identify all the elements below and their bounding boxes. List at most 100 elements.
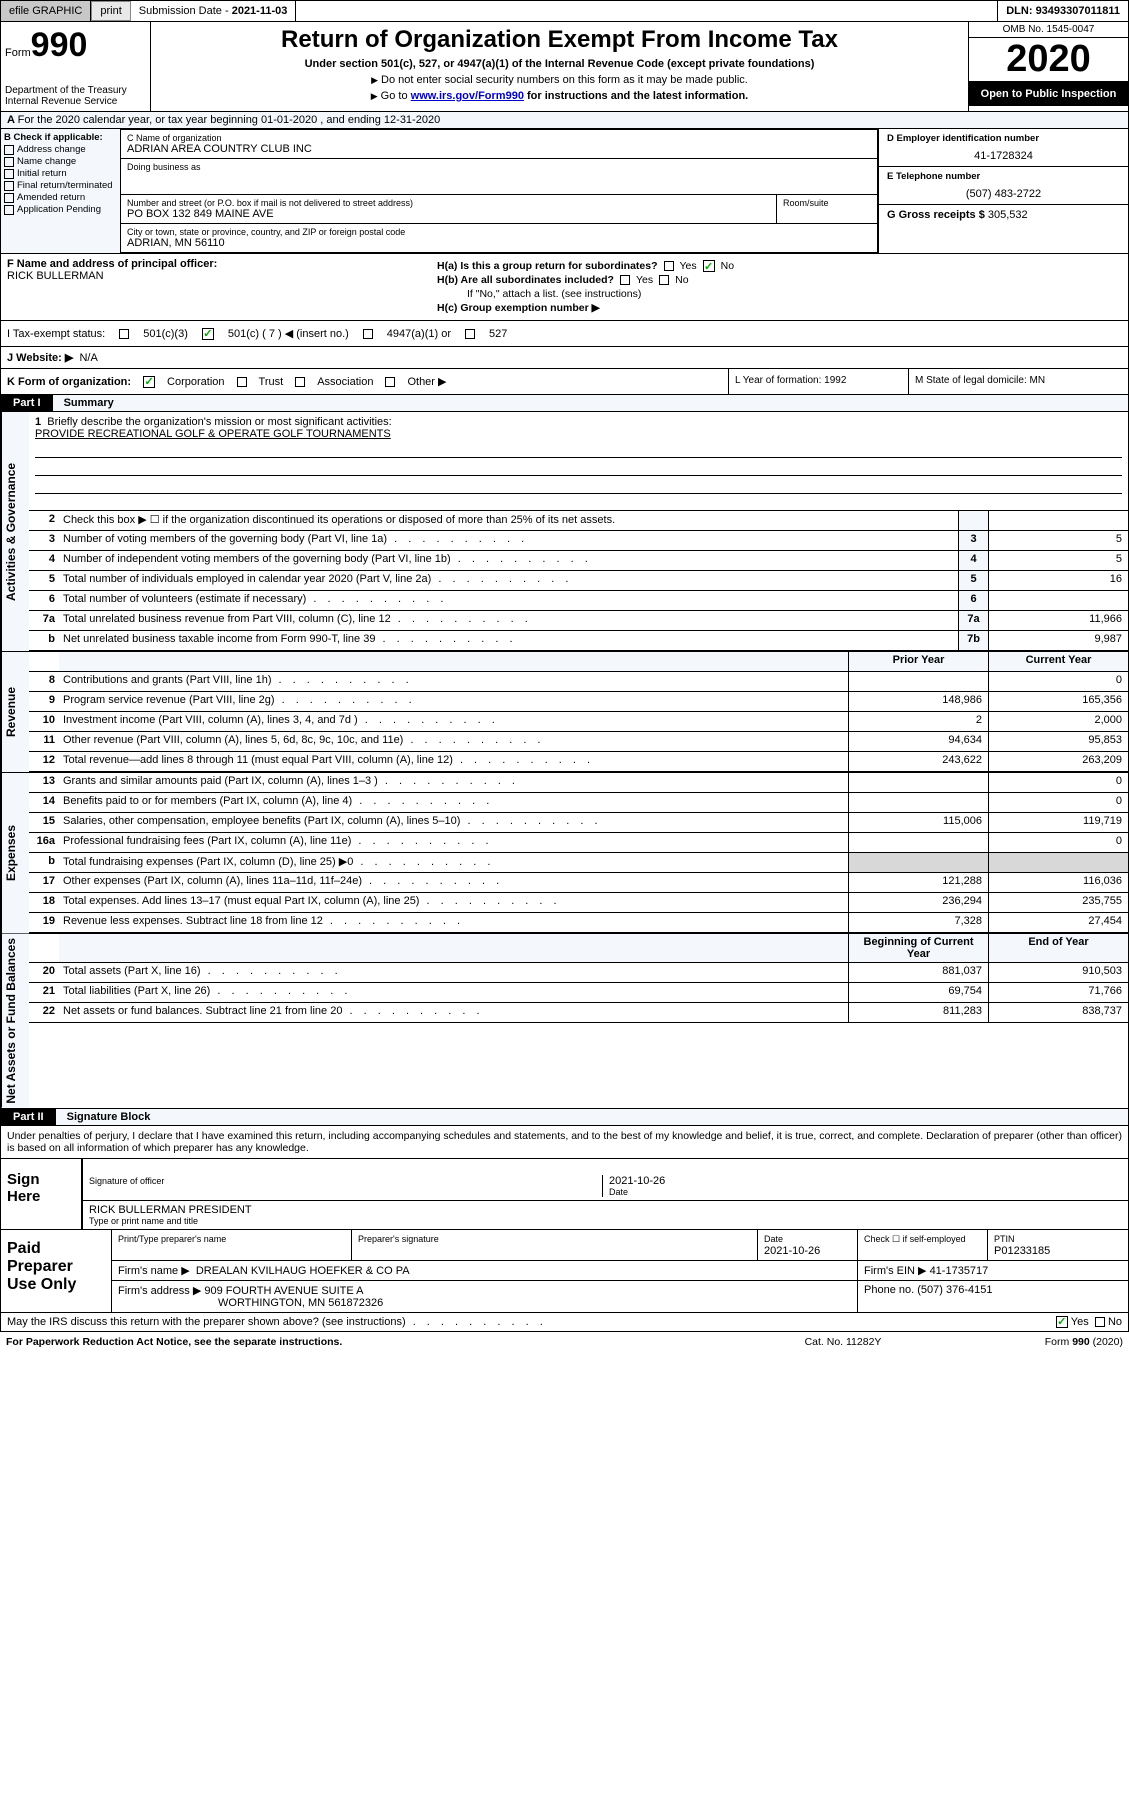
- table-row: 10Investment income (Part VIII, column (…: [29, 712, 1128, 732]
- hb-yes-chk[interactable]: [620, 275, 630, 285]
- table-row: 17Other expenses (Part IX, column (A), l…: [29, 873, 1128, 893]
- chk-application-pending[interactable]: Application Pending: [4, 204, 117, 215]
- street-cell: Number and street (or P.O. box if mail i…: [121, 195, 777, 223]
- table-row: 5Total number of individuals employed in…: [29, 571, 1128, 591]
- chk-final-return[interactable]: Final return/terminated: [4, 180, 117, 191]
- row-klm: K Form of organization: ✓Corporation Tru…: [0, 369, 1129, 395]
- form-title: Return of Organization Exempt From Incom…: [159, 26, 960, 54]
- table-row: bTotal fundraising expenses (Part IX, co…: [29, 853, 1128, 873]
- irs-label: Internal Revenue Service: [5, 96, 146, 107]
- table-row: 3Number of voting members of the governi…: [29, 531, 1128, 551]
- ha-yes-chk[interactable]: [664, 261, 674, 271]
- table-row: 19Revenue less expenses. Subtract line 1…: [29, 913, 1128, 933]
- table-row: 8Contributions and grants (Part VIII, li…: [29, 672, 1128, 692]
- chk-4947[interactable]: [363, 329, 373, 339]
- ein-value: 41-1728324: [887, 150, 1120, 162]
- table-row: bNet unrelated business taxable income f…: [29, 631, 1128, 651]
- address-block: Number and street (or P.O. box if mail i…: [121, 195, 878, 253]
- firm-name: DREALAN KVILHAUG HOEFKER & CO PA: [196, 1265, 410, 1277]
- preparer-block: Paid Preparer Use Only Print/Type prepar…: [0, 1230, 1129, 1313]
- dept-label: Department of the Treasury: [5, 85, 146, 96]
- phone-cell: E Telephone number (507) 483-2722: [879, 167, 1128, 205]
- header-right: OMB No. 1545-0047 2020 Open to Public In…: [968, 22, 1128, 111]
- officer-name-title: RICK BULLERMAN PRESIDENT: [89, 1204, 1122, 1216]
- part1-tag: Part I: [1, 395, 53, 411]
- prep-row-3: Firm's address ▶ 909 FOURTH AVENUE SUITE…: [112, 1281, 1128, 1312]
- table-row: 20Total assets (Part X, line 16)881,0379…: [29, 963, 1128, 983]
- form-header: Form990 Department of the Treasury Inter…: [0, 22, 1129, 112]
- col-c: C Name of organization ADRIAN AREA COUNT…: [121, 129, 878, 253]
- submission-label: Submission Date - 2021-11-03: [131, 1, 297, 21]
- table-row: 9Program service revenue (Part VIII, lin…: [29, 692, 1128, 712]
- table-row: 11Other revenue (Part VIII, column (A), …: [29, 732, 1128, 752]
- form-of-org: K Form of organization: ✓Corporation Tru…: [1, 369, 728, 394]
- group-return: H(a) Is this a group return for subordin…: [431, 254, 1128, 320]
- discuss-yes[interactable]: ✓: [1056, 1316, 1068, 1328]
- sig-officer-label: Signature of officer: [89, 1176, 164, 1186]
- discuss-row: May the IRS discuss this return with the…: [0, 1313, 1129, 1332]
- discuss-no[interactable]: [1095, 1317, 1105, 1327]
- ha-no-chk[interactable]: ✓: [703, 260, 715, 272]
- tax-year: 2020: [969, 38, 1128, 82]
- side-expenses: Expenses: [1, 773, 29, 933]
- ein-cell: D Employer identification number 41-1728…: [879, 129, 1128, 167]
- org-name: ADRIAN AREA COUNTRY CLUB INC: [127, 143, 871, 155]
- city-cell: City or town, state or province, country…: [121, 223, 877, 252]
- chk-501c3[interactable]: [119, 329, 129, 339]
- sign-here-label: Sign Here: [1, 1159, 81, 1229]
- chk-other[interactable]: [385, 377, 395, 387]
- table-row: 21Total liabilities (Part X, line 26)69,…: [29, 983, 1128, 1003]
- chk-501c[interactable]: ✓: [202, 328, 214, 340]
- table-row: 4Number of independent voting members of…: [29, 551, 1128, 571]
- firm-addr2: WORTHINGTON, MN 561872326: [118, 1297, 383, 1309]
- col-b-label: B Check if applicable:: [4, 132, 103, 143]
- table-row: 22Net assets or fund balances. Subtract …: [29, 1003, 1128, 1023]
- mission-text: PROVIDE RECREATIONAL GOLF & OPERATE GOLF…: [35, 428, 391, 440]
- header-center: Return of Organization Exempt From Incom…: [151, 22, 968, 111]
- form-ref: Form 990 (2020): [943, 1336, 1123, 1348]
- chk-initial-return[interactable]: Initial return: [4, 168, 117, 179]
- header-left: Form990 Department of the Treasury Inter…: [1, 22, 151, 111]
- chk-527[interactable]: [465, 329, 475, 339]
- line2: 2Check this box ▶ ☐ if the organization …: [29, 511, 1128, 531]
- website-row: J Website: ▶ N/A: [0, 347, 1129, 369]
- table-row: 18Total expenses. Add lines 13–17 (must …: [29, 893, 1128, 913]
- part2-header: Part II Signature Block: [0, 1109, 1129, 1126]
- omb-number: OMB No. 1545-0047: [969, 22, 1128, 38]
- room-cell: Room/suite: [777, 195, 877, 223]
- chk-amended[interactable]: Amended return: [4, 192, 117, 203]
- irs-link[interactable]: www.irs.gov/Form990: [411, 90, 524, 102]
- table-row: 14Benefits paid to or for members (Part …: [29, 793, 1128, 813]
- print-button[interactable]: print: [91, 1, 130, 21]
- revenue-table: Revenue Prior Year Current Year 8Contrib…: [0, 652, 1129, 773]
- gross-cell: G Gross receipts $ 305,532: [879, 205, 1128, 225]
- col-d: D Employer identification number 41-1728…: [878, 129, 1128, 253]
- note-ssn: Do not enter social security numbers on …: [159, 74, 960, 86]
- table-row: 12Total revenue—add lines 8 through 11 (…: [29, 752, 1128, 772]
- hb-no-chk[interactable]: [659, 275, 669, 285]
- topbar-spacer: [296, 1, 998, 21]
- city-state-zip: ADRIAN, MN 56110: [127, 237, 871, 249]
- side-netassets: Net Assets or Fund Balances: [1, 934, 29, 1108]
- street-address: PO BOX 132 849 MAINE AVE: [127, 208, 770, 220]
- chk-name-change[interactable]: Name change: [4, 156, 117, 167]
- topbar: efile GRAPHIC print Submission Date - 20…: [0, 0, 1129, 22]
- side-revenue: Revenue: [1, 652, 29, 772]
- info-block: B Check if applicable: Address change Na…: [0, 129, 1129, 253]
- ptin: P01233185: [994, 1245, 1050, 1257]
- form-number: Form990: [5, 26, 146, 65]
- chk-address-change[interactable]: Address change: [4, 144, 117, 155]
- chk-trust[interactable]: [237, 377, 247, 387]
- sign-here-block: Sign Here Signature of officer 2021-10-2…: [0, 1159, 1129, 1230]
- table-row: 15Salaries, other compensation, employee…: [29, 813, 1128, 833]
- org-name-cell: C Name of organization ADRIAN AREA COUNT…: [121, 129, 878, 159]
- netassets-table: Net Assets or Fund Balances Beginning of…: [0, 934, 1129, 1109]
- chk-corp[interactable]: ✓: [143, 376, 155, 388]
- efile-label: efile GRAPHIC: [1, 1, 91, 21]
- firm-ein: 41-1735717: [930, 1265, 989, 1277]
- principal-officer: F Name and address of principal officer:…: [1, 254, 431, 320]
- period-row: A For the 2020 calendar year, or tax yea…: [0, 112, 1129, 129]
- inspection-badge: Open to Public Inspection: [969, 82, 1128, 106]
- chk-assoc[interactable]: [295, 377, 305, 387]
- side-governance: Activities & Governance: [1, 412, 29, 651]
